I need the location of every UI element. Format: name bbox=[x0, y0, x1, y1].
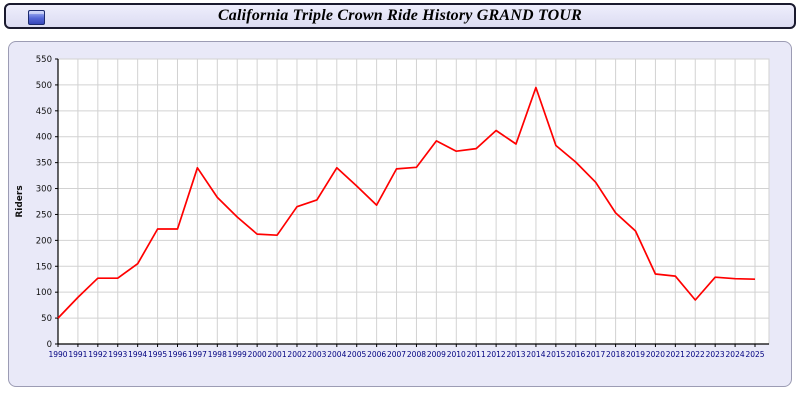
x-tick-label: 2009 bbox=[427, 350, 446, 359]
x-tick-label: 2000 bbox=[248, 350, 267, 359]
window-icon bbox=[28, 10, 45, 25]
x-tick-label: 2017 bbox=[586, 350, 605, 359]
x-tick-label: 1993 bbox=[108, 350, 127, 359]
x-tick-label: 2018 bbox=[606, 350, 625, 359]
plot-area bbox=[57, 58, 770, 345]
riders-series-line bbox=[57, 86, 756, 319]
x-tick-label: 1992 bbox=[88, 350, 107, 359]
x-tick-label: 1995 bbox=[148, 350, 167, 359]
x-tick-label: 2010 bbox=[447, 350, 466, 359]
y-tick-label: 500 bbox=[36, 81, 52, 91]
x-tick-label: 1997 bbox=[188, 350, 207, 359]
y-tick-label: 350 bbox=[36, 159, 52, 169]
x-tick-label: 2012 bbox=[487, 350, 506, 359]
x-tick-label: 2015 bbox=[546, 350, 565, 359]
y-tick-label: 200 bbox=[36, 236, 52, 246]
x-tick-label: 2025 bbox=[745, 350, 764, 359]
y-tick-label: 250 bbox=[36, 210, 52, 220]
x-tick-label: 2019 bbox=[626, 350, 645, 359]
y-tick-label: 100 bbox=[36, 288, 52, 298]
x-tick-label: 1999 bbox=[228, 350, 247, 359]
x-tick-label: 2011 bbox=[467, 350, 486, 359]
y-tick-label: 0 bbox=[47, 340, 52, 350]
title-bar: California Triple Crown Ride History GRA… bbox=[4, 3, 796, 29]
x-tick-label: 2016 bbox=[566, 350, 585, 359]
chart-panel: 0 50 100 150 200 250 300 350 400 450 500 550 1990 199… bbox=[8, 41, 792, 387]
x-tick-label: 1998 bbox=[208, 350, 227, 359]
y-tick-label: 400 bbox=[36, 133, 52, 143]
y-tick-label: 150 bbox=[36, 262, 52, 272]
y-tick-label: 450 bbox=[36, 107, 52, 117]
x-tick-label: 2003 bbox=[307, 350, 326, 359]
x-tick-label: 2021 bbox=[666, 350, 685, 359]
x-tick-label: 2020 bbox=[646, 350, 665, 359]
x-tick-label: 2002 bbox=[287, 350, 306, 359]
x-tick-label: 2024 bbox=[726, 350, 745, 359]
x-tick-label: 2022 bbox=[686, 350, 705, 359]
x-tick-label: 2008 bbox=[407, 350, 426, 359]
x-tick-label: 2001 bbox=[268, 350, 287, 359]
x-tick-label: 1996 bbox=[168, 350, 187, 359]
x-tick-label: 1990 bbox=[48, 350, 67, 359]
y-tick-label: 300 bbox=[36, 185, 52, 195]
x-tick-label: 2005 bbox=[347, 350, 366, 359]
x-tick-label: 2023 bbox=[706, 350, 725, 359]
x-tick-label: 2004 bbox=[327, 350, 346, 359]
x-tick-label: 2013 bbox=[506, 350, 525, 359]
x-tick-label: 2014 bbox=[526, 350, 545, 359]
x-tick-label: 1994 bbox=[128, 350, 147, 359]
page-title: California Triple Crown Ride History GRA… bbox=[217, 7, 583, 24]
y-tick-label: 550 bbox=[36, 55, 52, 65]
x-tick-label: 2007 bbox=[387, 350, 406, 359]
y-axis-title: Riders bbox=[15, 185, 25, 217]
x-tick-label: 1991 bbox=[68, 350, 87, 359]
x-tick-label: 2006 bbox=[367, 350, 386, 359]
y-tick-label: 50 bbox=[41, 314, 52, 324]
